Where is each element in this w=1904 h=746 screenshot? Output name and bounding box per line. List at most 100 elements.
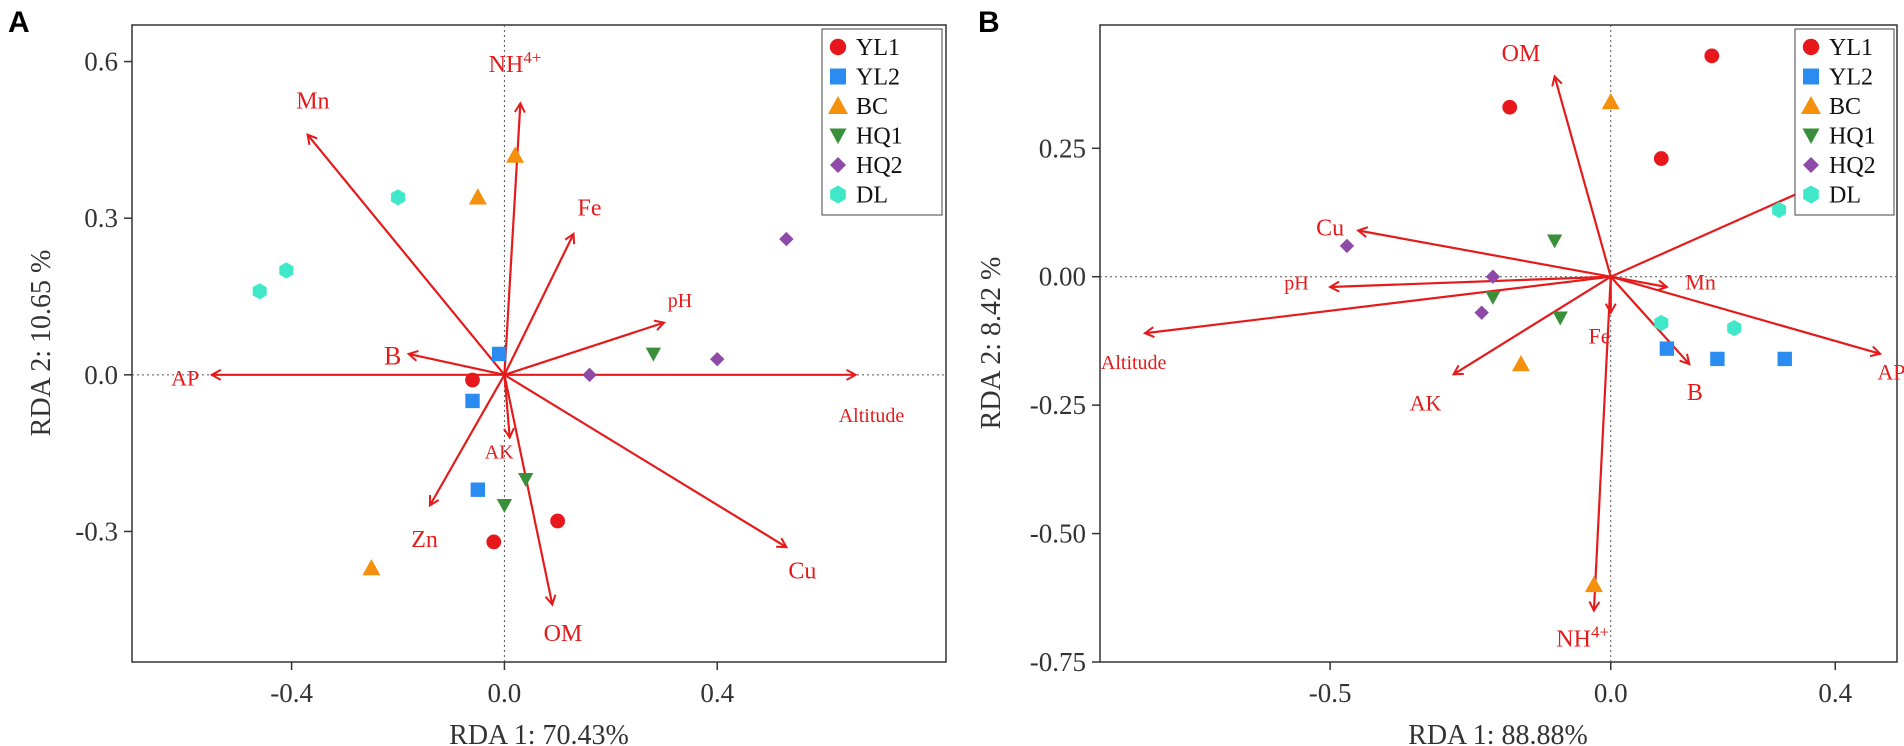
vector-label: AP: [1877, 359, 1904, 384]
vector-label: NH4+: [489, 48, 542, 78]
legend-marker-hq1: [829, 128, 847, 144]
point-yl2: [491, 346, 507, 362]
point-hq1: [1552, 311, 1568, 326]
vector-label: Mn: [1685, 270, 1716, 295]
point-hq2: [1339, 238, 1355, 254]
y-tick-label: -0.75: [1030, 647, 1086, 677]
point-hq2: [779, 231, 794, 247]
x-tick-label: 0.4: [700, 678, 734, 708]
legend-marker-hq2: [1803, 157, 1819, 173]
point-yl1: [1653, 151, 1669, 166]
legend-marker-yl2: [830, 68, 846, 85]
vector-arrow: [1358, 230, 1611, 278]
plot-frame: [1099, 24, 1898, 663]
vector-label: Zn: [411, 527, 438, 553]
point-bc: [1601, 93, 1620, 110]
y-axis-label: RDA 2: 8.42 %: [976, 257, 1007, 430]
vector-arrow: [503, 234, 573, 376]
vector-label: Mn: [296, 89, 329, 115]
point-yl1: [1502, 99, 1518, 115]
vector-label: AK: [485, 441, 514, 463]
legend-label: YL2: [856, 65, 900, 91]
vector-label: pH: [668, 290, 692, 312]
vector-label: pH: [1284, 273, 1308, 295]
point-yl1: [486, 534, 502, 550]
y-tick-label: -0.3: [75, 516, 118, 546]
environment-vectors: OMZnCupHMnAltitudeFeAKBAPNH4+: [1101, 41, 1904, 653]
point-yl1: [465, 372, 480, 388]
point-hq2: [1485, 269, 1501, 284]
vector-label: AK: [1410, 390, 1442, 415]
zero-lines: [1100, 25, 1897, 662]
vector-arrow: [308, 135, 506, 376]
legend-label: HQ2: [856, 153, 903, 179]
y-tick-label: 0.00: [1039, 262, 1086, 292]
legend-marker-hq2: [830, 157, 846, 173]
legend-marker-dl: [830, 185, 846, 204]
point-hq1: [1546, 234, 1563, 249]
vector-arrow: [409, 354, 505, 376]
axis-ticks: -0.4 0.0 0.4 -0.3 0.0 0.3 0.6: [75, 47, 734, 708]
legend: YL1 YL2 BC HQ1 HQ2 DL: [821, 28, 943, 216]
legend-marker-yl1: [829, 38, 847, 56]
vector-arrow: [503, 373, 786, 547]
vector-arrow: [503, 374, 552, 605]
point-hq1: [518, 472, 534, 487]
vector-label: Fe: [1589, 324, 1611, 349]
panel-a: A -0.4 0.0 0.4 -0.3 0.0 0.3 0.6 NH4+ Mn Fe pH B AP A…: [8, 6, 947, 746]
point-yl2: [1659, 341, 1675, 356]
point-yl2: [1710, 351, 1725, 367]
vector-arrow: [1609, 275, 1690, 364]
point-bc: [1511, 355, 1530, 372]
point-yl2: [465, 393, 480, 409]
legend-marker-hq1: [1802, 128, 1820, 144]
point-dl: [391, 189, 405, 206]
vector-label: Cu: [788, 558, 816, 584]
vector-arrow: [504, 374, 509, 438]
y-tick-label: -0.50: [1030, 519, 1086, 549]
vector-label: Altitude: [1101, 352, 1167, 374]
vector-arrow: [1555, 76, 1612, 278]
point-hq1: [496, 499, 513, 514]
sample-points: [252, 146, 794, 576]
legend: YL1 YL2 BC HQ1 HQ2 DL: [1794, 28, 1895, 216]
point-dl: [1772, 201, 1787, 218]
legend-box: [821, 28, 943, 216]
point-yl1: [1704, 48, 1720, 64]
vector-arrow: [1594, 276, 1612, 611]
legend-label: DL: [856, 183, 888, 209]
x-tick-label: 0.0: [1594, 678, 1628, 708]
panel-b: B -0.50.00.4-0.75-0.50-0.250.000.25 OMZn…: [976, 6, 1904, 746]
vector-arrow: [1454, 275, 1612, 375]
y-axis-label: RDA 2: 10.65 %: [26, 250, 57, 437]
legend-marker-yl1: [1802, 38, 1820, 56]
environment-vectors: NH4+ Mn Fe pH B AP Altitude AK Zn OM Cu: [171, 48, 904, 647]
y-tick-label: 0.6: [84, 47, 118, 77]
y-tick-label: 0.3: [84, 203, 118, 233]
point-yl1: [550, 513, 566, 529]
legend-label: DL: [1829, 183, 1861, 209]
vector-label: AP: [171, 365, 199, 390]
x-axis-label: RDA 1: 88.88%: [1408, 720, 1588, 746]
legend-label: YL1: [1829, 35, 1873, 61]
point-bc: [468, 188, 487, 205]
vector-arrow: [430, 374, 506, 506]
legend-marker-bc: [828, 96, 848, 114]
vector-label: Cu: [1316, 216, 1344, 242]
x-axis-label: RDA 1: 70.43%: [449, 720, 629, 746]
point-hq1: [645, 347, 662, 362]
point-bc: [1584, 575, 1603, 593]
vector-label: B: [1687, 380, 1703, 406]
point-hq2: [582, 367, 597, 383]
vector-label: NH4+: [1556, 623, 1609, 653]
vector-label: Fe: [578, 196, 602, 222]
point-hq2: [1474, 305, 1489, 320]
vector-label: OM: [1502, 41, 1541, 67]
point-dl: [279, 262, 294, 279]
vector-arrow: [503, 103, 520, 375]
legend-label: HQ2: [1829, 153, 1876, 179]
x-tick-label: -0.4: [270, 678, 313, 708]
vector-label: B: [384, 341, 401, 370]
legend-label: YL1: [856, 35, 900, 61]
point-dl: [1727, 320, 1742, 337]
